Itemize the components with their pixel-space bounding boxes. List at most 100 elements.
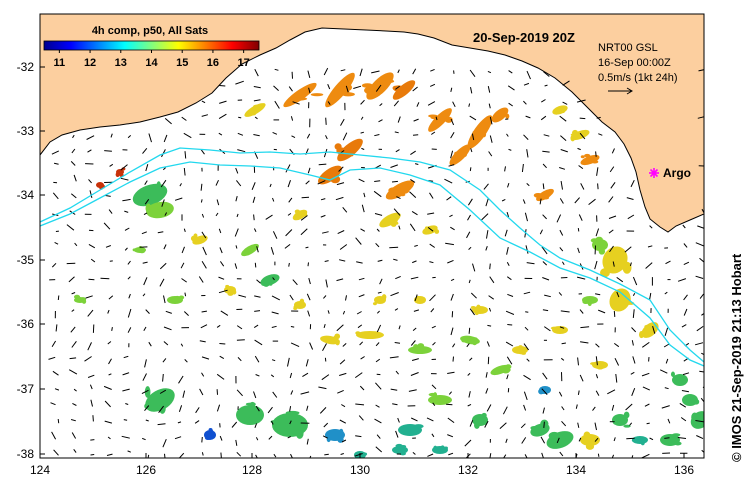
x-tick-label: 128 — [242, 463, 262, 477]
current-vector — [288, 86, 293, 92]
current-vector — [598, 133, 603, 136]
current-vector — [469, 308, 476, 316]
sst-patch — [600, 268, 610, 278]
current-vector — [289, 406, 292, 412]
current-vector — [128, 293, 131, 299]
current-vector — [375, 404, 380, 408]
current-vector — [307, 167, 311, 174]
current-vector — [447, 259, 454, 264]
sst-patch — [193, 233, 198, 239]
sst-patch — [694, 399, 700, 405]
current-vector — [562, 101, 568, 105]
current-vector — [273, 85, 279, 91]
current-vector — [612, 261, 615, 267]
current-vector — [413, 309, 420, 312]
current-vector — [452, 343, 456, 348]
sst-patch — [339, 428, 344, 435]
current-vector — [84, 356, 92, 362]
sst-patch — [283, 82, 317, 108]
sst-patch — [225, 284, 230, 288]
current-vector — [430, 68, 435, 72]
current-vector — [201, 372, 205, 377]
current-vector — [341, 404, 346, 408]
current-vector — [376, 228, 380, 232]
current-vector — [220, 310, 229, 316]
current-vector — [471, 133, 475, 141]
current-vector — [613, 437, 616, 442]
current-vector — [505, 438, 508, 443]
current-vector — [121, 435, 130, 439]
current-vector — [292, 101, 300, 105]
current-vector — [235, 439, 238, 446]
current-vector — [448, 391, 452, 395]
sst-patch — [433, 445, 438, 451]
current-vector — [339, 244, 348, 250]
current-vector — [158, 405, 164, 414]
sst-patch — [390, 222, 397, 227]
current-vector — [272, 277, 275, 281]
current-vector — [284, 244, 291, 249]
current-vector — [560, 181, 563, 190]
sst-patch — [402, 426, 407, 432]
current-vector — [431, 384, 437, 390]
current-vector — [468, 327, 471, 334]
current-vector — [181, 246, 185, 254]
current-vector — [180, 343, 184, 347]
current-vector — [178, 405, 183, 412]
current-vectors — [48, 67, 704, 458]
current-vector — [374, 213, 383, 216]
current-vector — [160, 179, 167, 188]
current-vector — [236, 451, 242, 457]
current-vector — [508, 102, 513, 107]
current-vector — [355, 435, 362, 438]
sst-patch — [268, 282, 273, 286]
current-vector — [300, 215, 308, 221]
x-tick-label: 134 — [566, 463, 586, 477]
current-vector — [361, 204, 365, 213]
sst-patch — [424, 226, 429, 230]
sst-patch — [560, 110, 565, 114]
current-vector — [108, 373, 112, 376]
current-vector — [697, 225, 704, 229]
current-vector — [327, 310, 330, 314]
current-vector — [447, 417, 455, 424]
current-vector — [236, 180, 242, 187]
current-vector — [470, 148, 473, 153]
current-vector — [120, 177, 129, 181]
current-vector — [341, 439, 347, 443]
current-vector — [73, 174, 77, 182]
current-vector — [540, 436, 546, 444]
sst-patch — [595, 236, 603, 242]
current-vector — [161, 199, 165, 207]
current-vector — [470, 292, 477, 299]
current-vector — [52, 370, 59, 376]
current-vector — [306, 438, 309, 445]
current-vector — [272, 231, 278, 239]
current-vector — [292, 279, 298, 286]
current-vector — [290, 326, 295, 328]
current-vector — [337, 389, 344, 394]
current-vector — [359, 68, 363, 77]
current-vector — [540, 115, 547, 121]
current-vector — [254, 423, 258, 428]
current-vector — [124, 247, 128, 251]
current-vector — [90, 439, 95, 441]
sst-patch — [622, 261, 632, 274]
sst-patch — [691, 412, 699, 423]
current-vector — [577, 147, 581, 151]
current-vector — [291, 135, 296, 139]
current-vector — [73, 388, 77, 392]
current-vector — [431, 131, 436, 135]
current-vector — [411, 210, 418, 216]
current-vector — [379, 278, 383, 285]
current-vector — [488, 103, 491, 109]
current-vector — [219, 261, 225, 267]
current-vector — [520, 423, 526, 429]
current-vector — [466, 231, 471, 239]
current-vector — [255, 405, 260, 412]
current-vector — [237, 132, 244, 136]
sst-patch — [381, 294, 387, 300]
current-vector — [632, 292, 636, 297]
current-vector — [337, 230, 345, 235]
